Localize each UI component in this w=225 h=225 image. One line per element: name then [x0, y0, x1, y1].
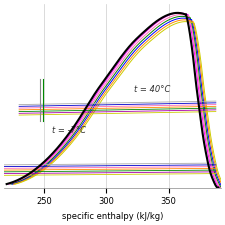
Text: t = 40°C: t = 40°C — [134, 85, 171, 94]
X-axis label: specific enthalpy (kJ/kg): specific enthalpy (kJ/kg) — [62, 212, 163, 221]
Text: t = -7°C: t = -7°C — [52, 126, 86, 135]
